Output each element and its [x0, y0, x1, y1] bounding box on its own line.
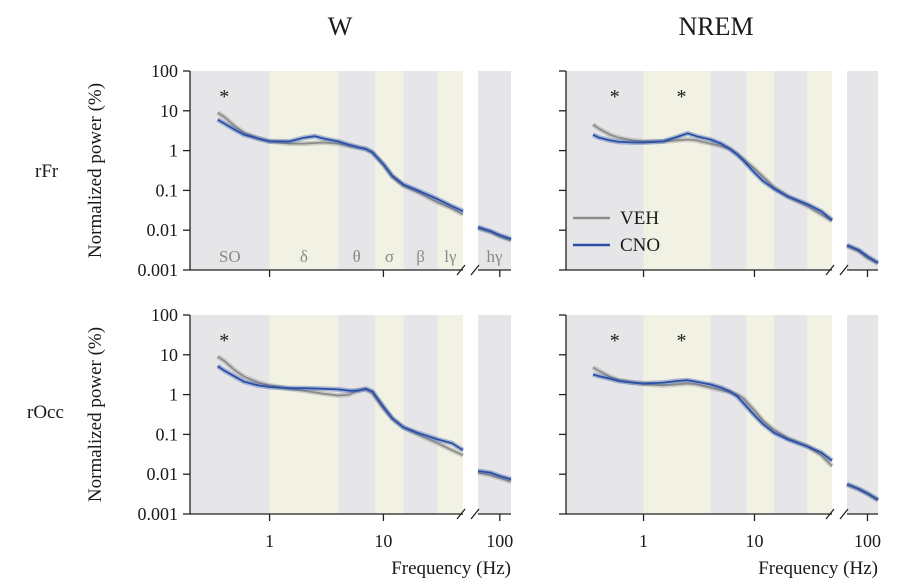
- series-line-cno: [217, 118, 464, 213]
- frequency-band-1: [269, 71, 339, 270]
- y-tick-label: 0.01: [147, 464, 179, 484]
- frequency-band-2: [338, 71, 376, 270]
- frequency-band-1: [643, 315, 711, 514]
- series-line-veh-inset: [477, 227, 512, 242]
- legend-label-cno: CNO: [620, 235, 660, 256]
- band-label-3: σ: [385, 247, 394, 266]
- series-line-veh-inset: [477, 471, 512, 483]
- frequency-band-6: [847, 71, 878, 270]
- frequency-band-3: [746, 315, 774, 514]
- significance-star: *: [610, 330, 620, 352]
- x-tick-label: 10: [745, 531, 763, 551]
- axis-break-mark: [456, 508, 466, 520]
- frequency-band-0: [190, 315, 270, 514]
- x-tick-label: 10: [374, 531, 392, 551]
- y-axis-label: Normalized power (%): [85, 327, 106, 502]
- series-line-cno-inset: [477, 470, 512, 481]
- panels-group: SO δ θ σ β lγ hγ 100 10 1 0.1 0.01 0.001 Normalized p…: [85, 61, 881, 579]
- row-title-rfr: rFr: [35, 161, 59, 182]
- y-tick-label: 100: [151, 61, 178, 81]
- axis-break-mark: [470, 264, 480, 276]
- y-tick-label: 0.1: [156, 424, 179, 444]
- y-tick-label: 10: [160, 345, 178, 365]
- frequency-band-1: [643, 71, 711, 270]
- axis-break-mark: [839, 264, 849, 276]
- series-line-cno-inset: [477, 226, 512, 240]
- frequency-band-6: [847, 315, 878, 514]
- frequency-band-1: [269, 315, 339, 514]
- column-title-w: W: [328, 12, 353, 41]
- axis-break-mark: [470, 508, 480, 520]
- y-tick-label: 0.01: [147, 220, 179, 240]
- frequency-band-5: [437, 315, 463, 514]
- frequency-band-4: [773, 315, 808, 514]
- series-line-cno: [592, 132, 833, 221]
- y-axis-label: Normalized power (%): [85, 83, 106, 258]
- axis-break-mark: [456, 264, 466, 276]
- panel-W-rOcc: 100 10 1 0.1 0.01 0.001 1 10 100 Normalized power…: [85, 305, 513, 579]
- band-label-2: θ: [353, 247, 361, 266]
- y-tick-label: 1: [169, 385, 178, 405]
- significance-star: *: [219, 86, 229, 108]
- y-tick-label: 0.001: [138, 504, 179, 524]
- significance-star: *: [610, 86, 620, 108]
- frequency-band-4: [403, 315, 438, 514]
- frequency-band-4: [773, 71, 808, 270]
- y-tick-label: 10: [160, 101, 178, 121]
- y-tick-label: 1: [169, 141, 178, 161]
- series-line-cno-inset: [846, 244, 879, 264]
- significance-star: *: [219, 330, 229, 352]
- axis-break-mark: [825, 508, 835, 520]
- x-axis-label: Frequency (Hz): [758, 558, 878, 579]
- axis-break-mark: [825, 264, 835, 276]
- y-tick-label: 0.001: [138, 260, 179, 280]
- legend-label-veh: VEH: [620, 208, 659, 229]
- significance-star: *: [677, 86, 687, 108]
- frequency-band-5: [437, 71, 463, 270]
- panel-W-rFr: SO δ θ σ β lγ hγ 100 10 1 0.1 0.01 0.001 Normalized p…: [85, 61, 512, 280]
- frequency-band-0: [566, 315, 644, 514]
- frequency-band-3: [375, 71, 404, 270]
- band-label-6: hγ: [486, 247, 503, 266]
- panel-NREM-rOcc: 1 10 100 Frequency (Hz) * *: [559, 314, 881, 579]
- band-label-4: β: [416, 247, 425, 266]
- x-tick-label: 1: [265, 531, 274, 551]
- frequency-band-2: [710, 315, 747, 514]
- frequency-band-5: [807, 315, 832, 514]
- frequency-band-0: [190, 71, 270, 270]
- series-line-veh: [217, 355, 464, 457]
- axis-break-mark: [839, 508, 849, 520]
- column-title-nrem: NREM: [678, 12, 753, 41]
- row-title-rocc: rOcc: [27, 402, 64, 423]
- x-tick-label: 1: [639, 531, 648, 551]
- y-tick-label: 0.1: [156, 180, 179, 200]
- series-line-cno-inset: [846, 483, 879, 501]
- frequency-band-0: [566, 71, 644, 270]
- series-line-cno: [592, 373, 833, 462]
- series-line-cno: [217, 365, 464, 451]
- frequency-band-5: [807, 71, 832, 270]
- frequency-band-3: [746, 71, 774, 270]
- frequency-band-4: [403, 71, 438, 270]
- frequency-band-6: [478, 315, 511, 514]
- frequency-band-2: [338, 315, 376, 514]
- x-tick-label: 100: [854, 531, 881, 551]
- x-tick-label: 100: [486, 531, 513, 551]
- frequency-band-2: [710, 71, 747, 270]
- panel-NREM-rFr: * * VEH CNO: [559, 70, 880, 277]
- x-axis-label: Frequency (Hz): [391, 558, 511, 579]
- y-tick-label: 100: [151, 305, 178, 325]
- band-label-5: lγ: [444, 247, 457, 266]
- band-label-1: δ: [300, 247, 308, 266]
- band-label-0: SO: [219, 247, 241, 266]
- series-line-veh: [217, 111, 464, 216]
- significance-star: *: [677, 330, 687, 352]
